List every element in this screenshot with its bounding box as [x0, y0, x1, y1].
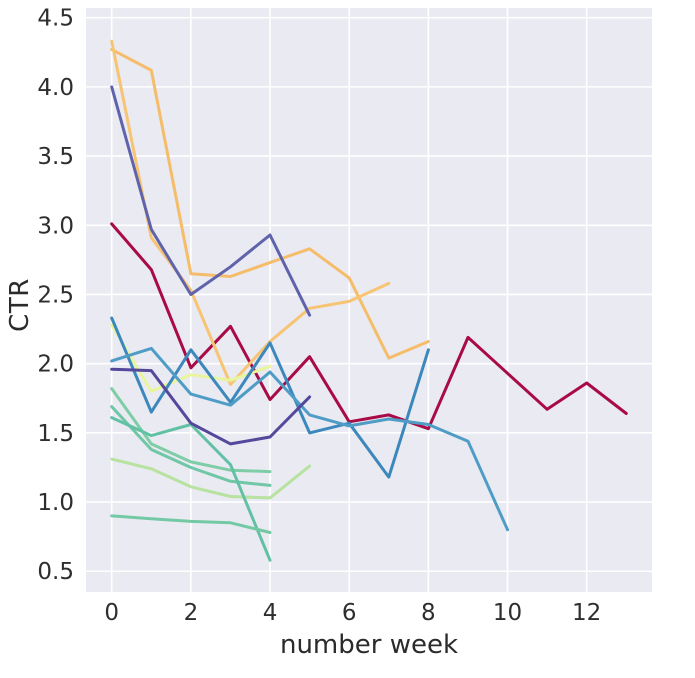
x-tick-label: 8 — [421, 600, 436, 626]
x-tick-label: 6 — [342, 600, 357, 626]
y-tick-label: 2.5 — [37, 282, 74, 308]
line-teal-b — [110, 405, 272, 487]
x-tick-label: 2 — [184, 600, 199, 626]
data-series-lines — [110, 39, 628, 562]
y-tick-label: 4.5 — [37, 6, 74, 32]
line-teal-low — [110, 514, 272, 534]
x-axis-title: number week — [279, 630, 459, 660]
x-tick-label: 4 — [263, 600, 278, 626]
y-tick-label: 4.0 — [37, 75, 74, 101]
y-tick-label: 1.0 — [37, 490, 74, 516]
line-teal-a — [110, 387, 272, 474]
line-purple-dark — [110, 367, 312, 446]
line-orange-b — [110, 39, 391, 386]
y-axis-title: CTR — [5, 278, 35, 332]
y-tick-label: 1.5 — [37, 421, 74, 447]
x-tick-label: 12 — [572, 600, 601, 626]
x-tick-label: 0 — [104, 600, 119, 626]
line-purple-slate — [110, 85, 312, 317]
y-tick-label: 3.5 — [37, 144, 74, 170]
y-tick-label: 0.5 — [37, 559, 74, 585]
x-tick-label: 10 — [493, 600, 522, 626]
line-orange-a — [110, 48, 430, 360]
x-axis-tick-labels: 0 2 4 6 8 10 12 — [104, 600, 601, 626]
line-blue-a — [110, 316, 430, 479]
plot-background — [86, 8, 652, 592]
y-tick-label: 3.0 — [37, 213, 74, 239]
y-axis-tick-labels: 0.5 1.0 1.5 2.0 2.5 3.0 3.5 4.0 4.5 — [37, 6, 74, 586]
line-blue-b — [110, 346, 509, 532]
line-light-green — [110, 457, 312, 500]
y-tick-label: 2.0 — [37, 352, 74, 378]
